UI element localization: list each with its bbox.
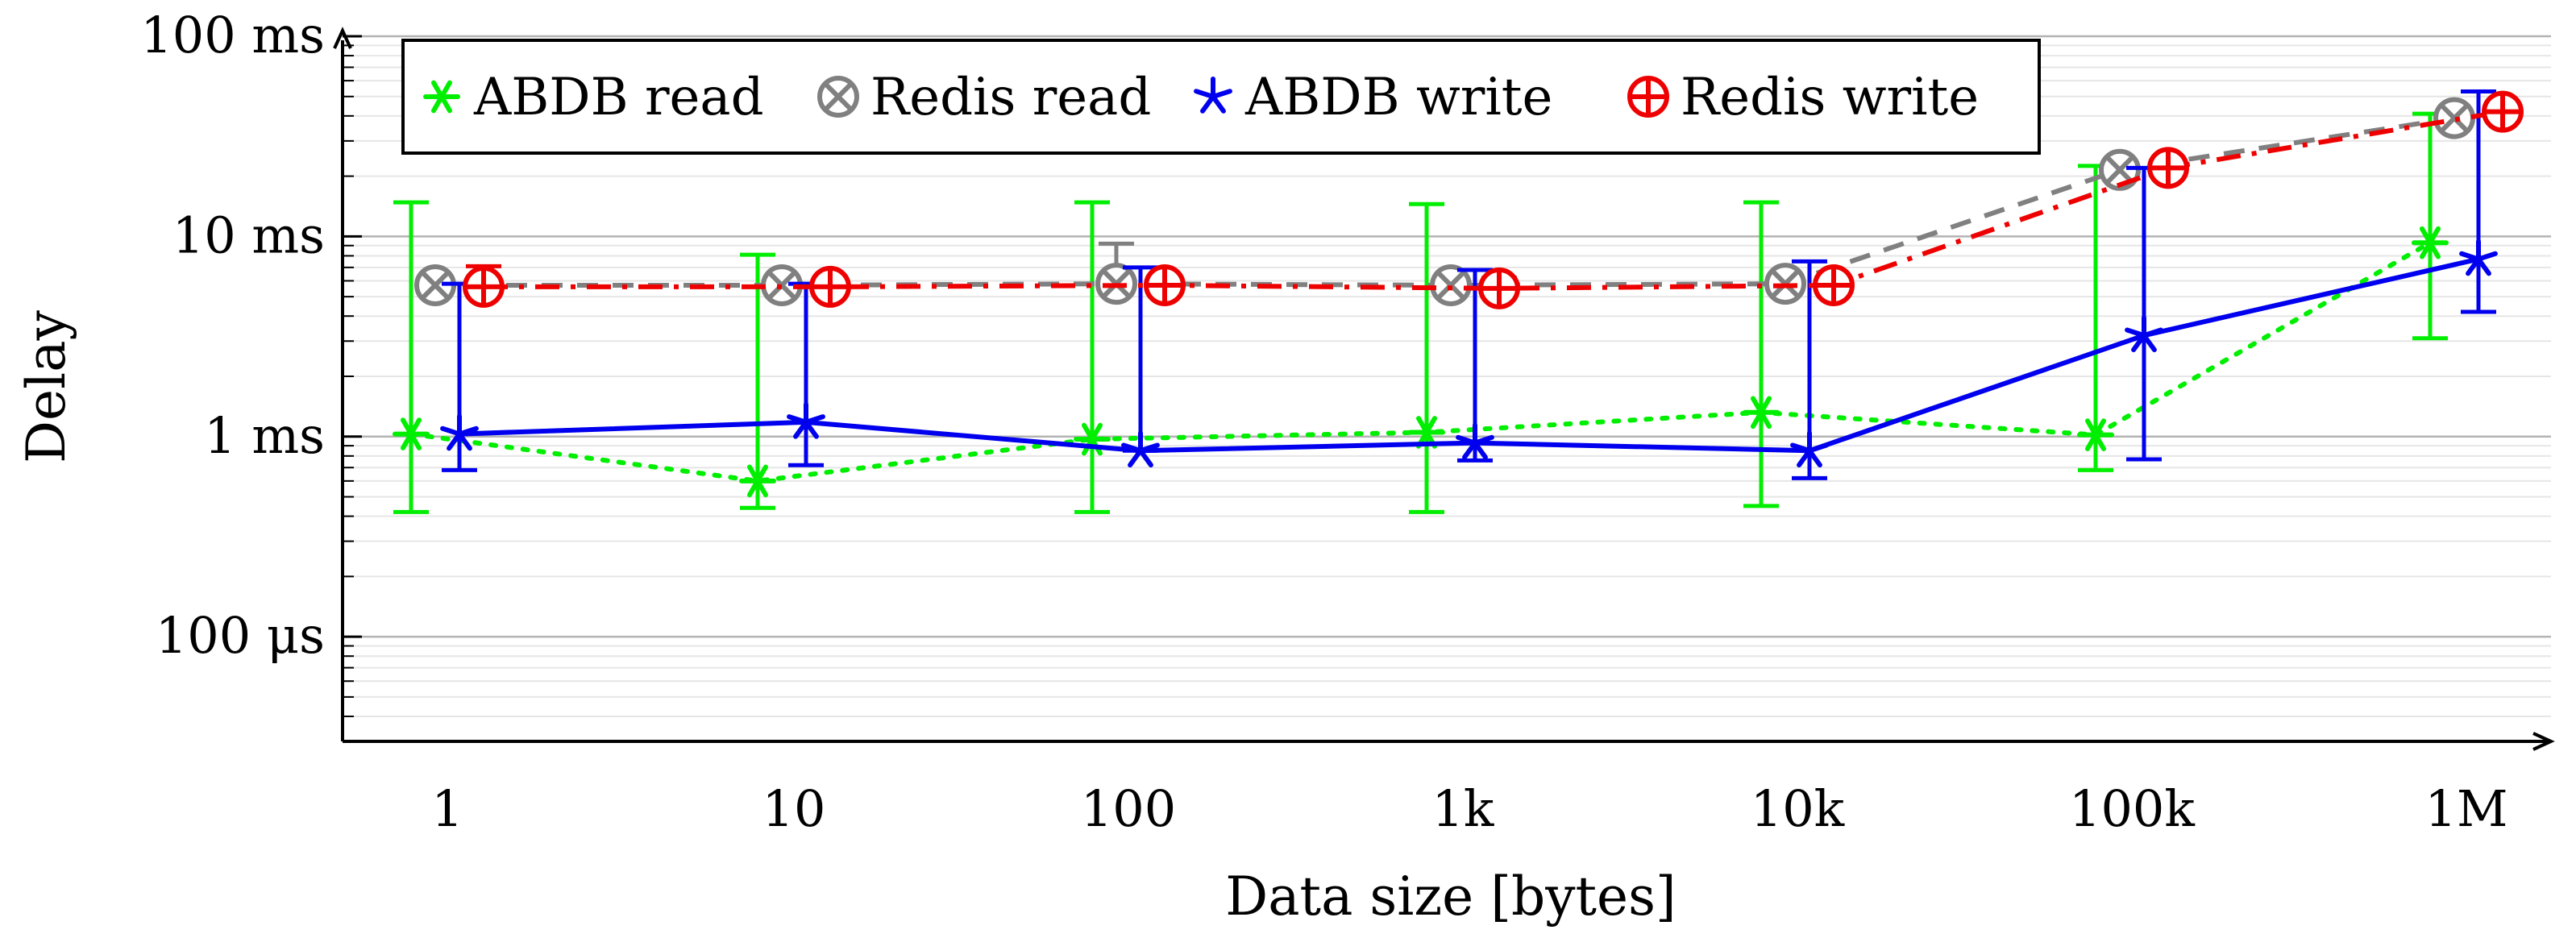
data-point xyxy=(393,417,430,450)
x-tick-label: 100 xyxy=(1081,779,1176,838)
legend-marker xyxy=(1194,77,1232,114)
data-point xyxy=(2433,97,2475,139)
data-point xyxy=(1144,264,1186,307)
legend-entry: Redis read xyxy=(817,68,1151,127)
x-tick-label: 1 xyxy=(431,779,463,838)
x-tick-label: 1M xyxy=(2425,779,2508,838)
data-point xyxy=(739,464,776,498)
legend: ABDB read Redis read ABDB write Redis write xyxy=(401,39,2041,155)
data-point xyxy=(2412,226,2449,259)
legend-label: Redis write xyxy=(1681,68,1979,127)
data-point xyxy=(1456,422,1494,460)
data-point xyxy=(463,265,505,308)
y-tick-label: 1 ms xyxy=(204,406,325,465)
data-point xyxy=(2459,239,2498,276)
y-axis-arrow xyxy=(333,27,352,49)
y-tick-label: 100 ms xyxy=(140,6,325,64)
legend-marker xyxy=(817,76,859,118)
data-point xyxy=(1430,264,1472,307)
data-point xyxy=(2077,418,2114,451)
legend-label: Redis read xyxy=(870,68,1151,127)
legend-entry: Redis write xyxy=(1627,68,1979,127)
x-tick-label: 100k xyxy=(2069,779,2195,838)
x-axis-title: Data size [bytes] xyxy=(1225,865,1676,928)
data-point xyxy=(2125,315,2163,353)
series-abdb-read xyxy=(393,111,2449,514)
y-tick-label: 10 ms xyxy=(172,205,325,264)
legend-label: ABDB read xyxy=(473,68,764,127)
series-abdb-write xyxy=(440,89,2498,480)
data-point xyxy=(1478,267,1520,309)
series-layer xyxy=(393,89,2524,514)
data-point xyxy=(1743,396,1780,430)
y-tick-label: 100 μs xyxy=(156,606,325,665)
data-point xyxy=(2147,147,2189,189)
axes-layer: 100 μs 1 ms 10 ms 100 ms 1 10 100 1k 10k 100k 1M xyxy=(140,6,2555,838)
legend-label: ABDB write xyxy=(1244,68,1552,127)
legend-entry: ABDB read xyxy=(423,68,764,127)
data-point xyxy=(1813,264,1855,307)
y-axis-title: Delay xyxy=(15,309,77,463)
series-redis-write xyxy=(463,90,2524,309)
x-axis-arrow xyxy=(2532,732,2555,751)
data-point xyxy=(809,265,851,308)
data-point xyxy=(1121,430,1160,468)
legend-box xyxy=(401,39,2041,155)
legend-marker xyxy=(1627,76,1669,118)
data-point xyxy=(1790,430,1829,468)
data-point xyxy=(2482,90,2524,133)
legend-entry: ABDB write xyxy=(1194,68,1552,127)
data-point xyxy=(787,401,825,439)
data-point xyxy=(440,413,479,451)
x-tick-label: 1k xyxy=(1431,779,1494,838)
x-tick-label: 10 xyxy=(762,779,826,838)
legend-marker xyxy=(423,80,460,114)
x-tick-label: 10k xyxy=(1751,779,1845,838)
